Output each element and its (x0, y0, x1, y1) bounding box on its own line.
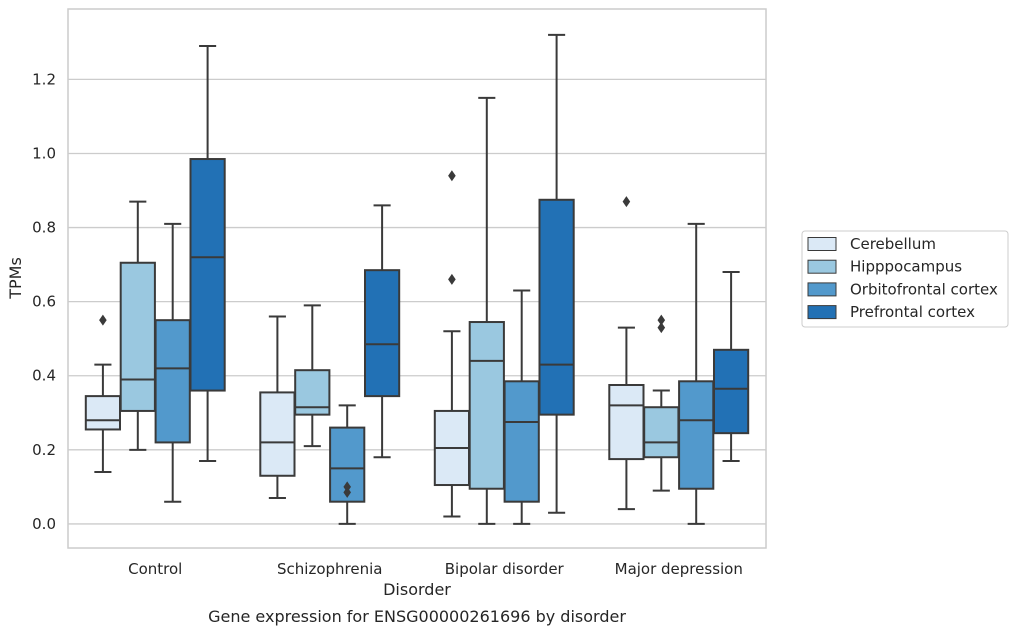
box-iqr (259, 391, 296, 477)
plot-frame (67, 8, 767, 549)
box-2-2 (503, 289, 540, 525)
y-tick-label: 0.0 (32, 515, 56, 533)
legend-label: Cerebellum (850, 235, 936, 253)
box-1-3 (363, 204, 401, 459)
legend-label: Prefrontal cortex (850, 303, 975, 321)
box-1-2 (329, 404, 366, 525)
x-axis-title: Disorder (383, 580, 451, 599)
legend-swatch (807, 282, 837, 297)
x-tick-label: Major depression (615, 560, 743, 578)
outlier-point (343, 486, 351, 498)
box-iqr (503, 380, 540, 503)
box-2-3 (538, 33, 575, 514)
legend-label: Orbitofrontal cortex (850, 280, 998, 298)
box-3-1 (643, 314, 680, 492)
box-iqr (119, 261, 156, 412)
y-tick-label: 0.4 (32, 367, 56, 385)
y-tick-label: 0.6 (32, 293, 56, 311)
box-iqr (538, 198, 575, 416)
box-0-2 (154, 222, 191, 503)
x-tick-label: Bipolar disorder (445, 560, 565, 578)
box-plots (84, 33, 750, 525)
outlier-point (657, 314, 666, 326)
x-tick-label: Schizophrenia (277, 560, 382, 578)
outlier-point (448, 170, 456, 182)
outlier-point (343, 481, 351, 493)
box-2-1 (468, 96, 505, 525)
box-0-1 (119, 200, 156, 451)
box-iqr (643, 406, 680, 459)
box-iqr (678, 380, 715, 490)
y-tick-label: 0.2 (32, 441, 56, 459)
box-iqr (608, 384, 645, 461)
box-iqr (84, 395, 122, 431)
outlier-point (622, 196, 631, 208)
x-tick-labels: Control Schizophrenia Bipolar disorder Majo… (128, 560, 743, 578)
y-axis-title: TPMs (6, 257, 25, 300)
legend-label: Hipppocampus (850, 258, 962, 276)
outlier-point (448, 273, 456, 285)
x-tick-label: Control (128, 560, 182, 578)
outlier-point (99, 314, 107, 326)
box-iqr (363, 269, 401, 398)
box-iqr (189, 158, 226, 392)
box-3-0 (608, 196, 645, 511)
box-iqr (468, 321, 505, 490)
y-tick-label: 1.2 (32, 70, 56, 88)
legend-frame (801, 230, 1009, 328)
box-0-3 (189, 45, 226, 462)
chart-caption: Gene expression for ENSG00000261696 by d… (208, 607, 626, 626)
legend-swatch (807, 237, 837, 251)
y-tick-label: 0.8 (32, 219, 56, 237)
legend: Cerebellum Hipppocampus Orbitofrontal cort… (801, 230, 1009, 328)
legend-items: Cerebellum Hipppocampus Orbitofrontal cort… (807, 235, 998, 321)
box-1-0 (259, 315, 296, 499)
box-3-2 (678, 222, 715, 525)
box-iqr (154, 319, 191, 444)
y-tick-label: 1.0 (32, 144, 56, 162)
outlier-point (657, 322, 666, 334)
legend-swatch (807, 305, 837, 320)
y-tick-labels: 0.0 0.2 0.4 0.6 0.8 1.0 1.2 (32, 70, 56, 533)
legend-swatch (807, 259, 837, 274)
box-1-1 (294, 304, 331, 448)
box-3-3 (712, 271, 750, 462)
box-0-0 (84, 314, 122, 474)
box-iqr (712, 348, 750, 435)
box-2-0 (433, 170, 471, 518)
